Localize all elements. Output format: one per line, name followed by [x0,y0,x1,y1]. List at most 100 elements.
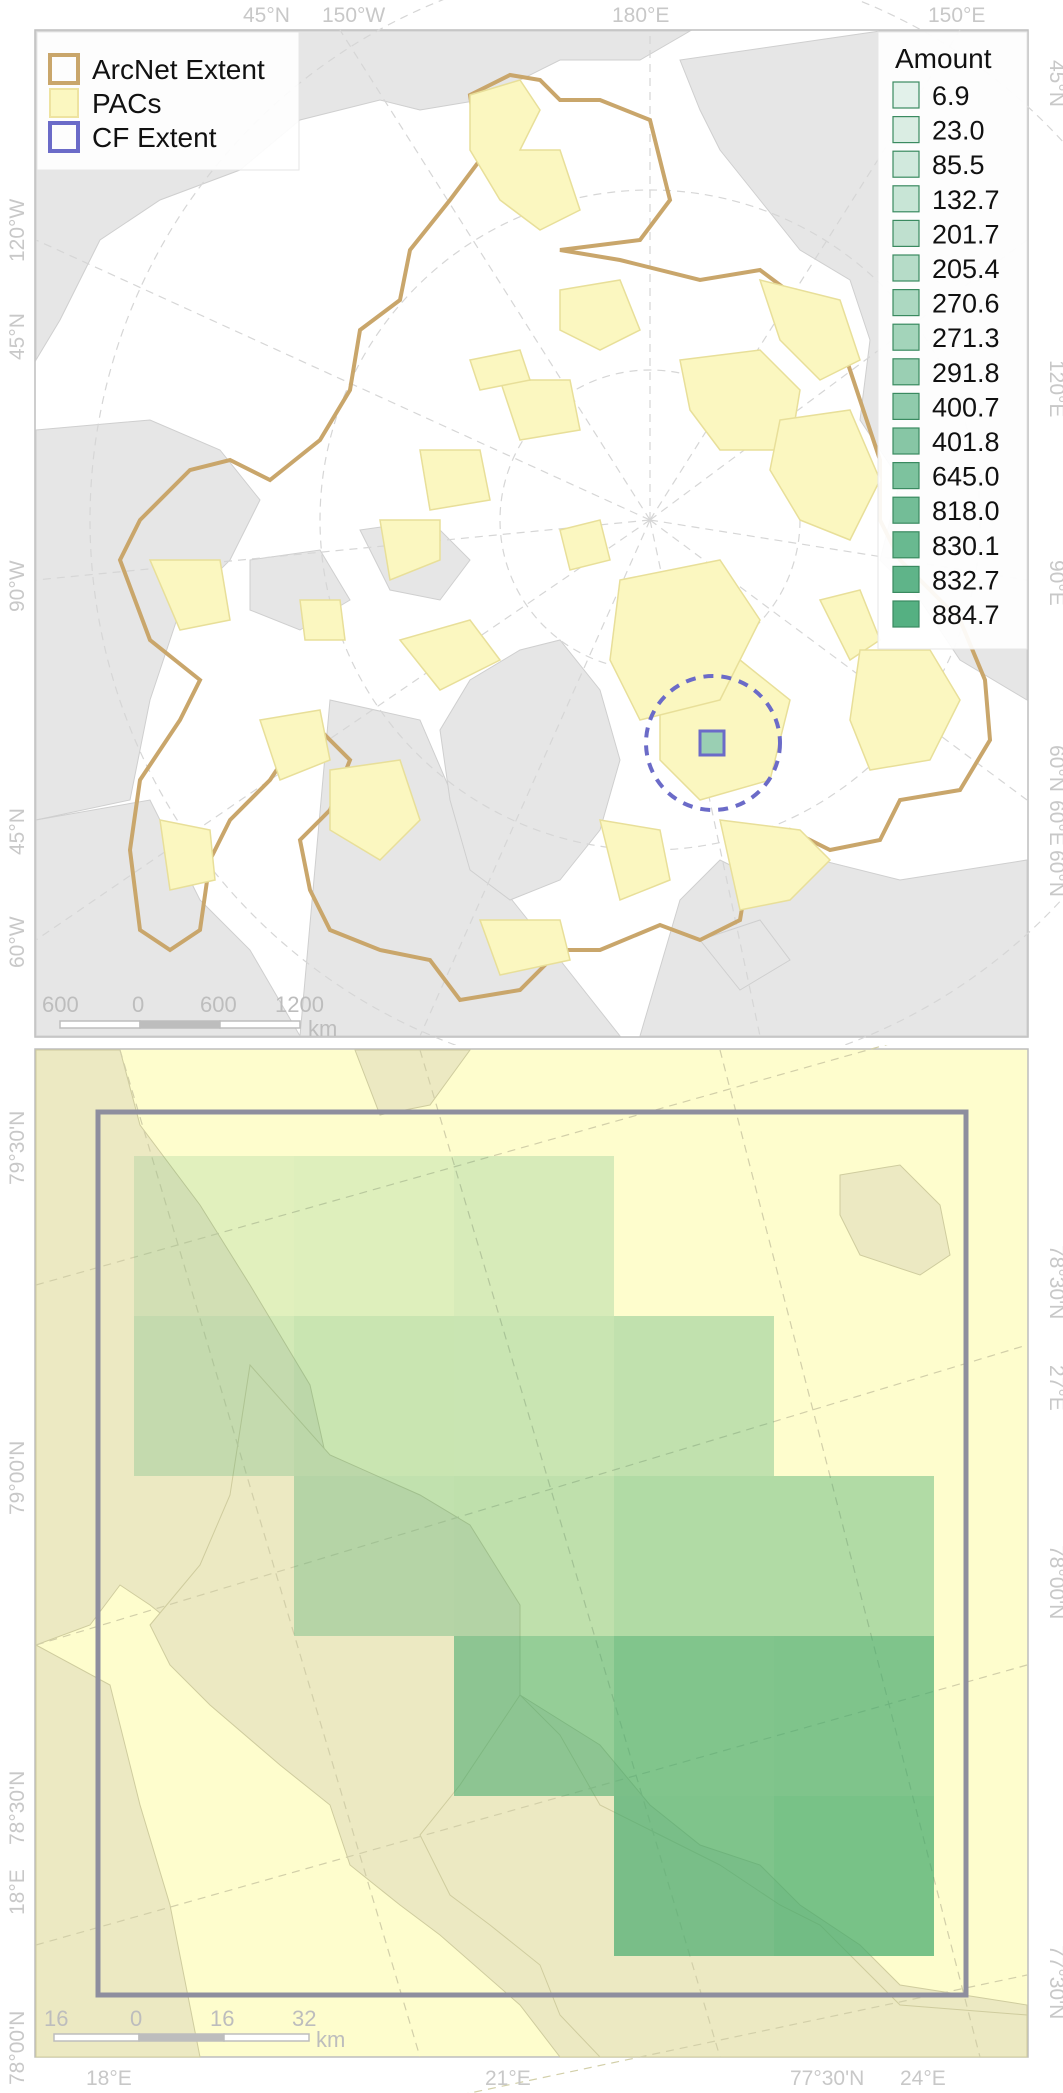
detail-graticule-labels: 79°30'N 79°00'N 78°30'N 18°E 78°00'N 78°… [6,1111,1063,2090]
cf-extent-circle [644,674,782,812]
grat-label: 79°30'N [6,1111,29,1185]
grat-label: 60°N [1045,745,1063,792]
amount-legend-label: 271.3 [932,323,1000,353]
grid-cell [774,1796,934,1956]
amount-legend-swatch [892,150,920,178]
amount-legend-swatch [892,427,920,455]
grid-cell [454,1476,614,1636]
grat-label: 45°N [6,313,29,360]
grat-label: 78°00'N [6,2011,29,2085]
scalebar-unit: km [316,2027,345,2052]
grid-cell [614,1796,774,1956]
amount-legend-swatch [892,115,920,144]
legend-pacs-swatch [49,88,79,118]
scalebar-tick: 600 [200,992,237,1017]
cf-detail-map[interactable]: 79°30'N 79°00'N 78°30'N 18°E 78°00'N 78°… [0,1045,1063,2093]
scalebar-tick: 32 [292,2006,316,2031]
scalebar-unit: km [308,1016,337,1041]
grid-cell [614,1636,774,1796]
amount-legend-label: 832.7 [932,565,1000,595]
legend-arcnet-label: ArcNet Extent [92,54,265,85]
scalebar: 600 0 600 1200 km [42,992,337,1041]
amount-grid [134,1156,934,1956]
graticule-labels: 45°N 150°W 180°E 150°E 120°W 45°N 45°N 1… [6,4,1063,968]
scalebar-tick: 0 [130,2006,142,2031]
grat-label: 120°W [6,199,29,262]
amount-legend-label: 400.7 [932,392,1000,422]
amount-legend-label: 401.8 [932,427,1000,457]
grid-cell [454,1636,614,1796]
land-iceland [699,919,791,991]
grid-cell [134,1156,294,1316]
grat-label: 77°30'N [1045,1945,1063,2019]
grat-label: 60°E [1045,800,1063,846]
arctic-overview-map[interactable]: ArcNet Extent PACs CF Extent Amount 6.9 2… [0,0,1063,1045]
amount-legend-swatch [892,289,920,317]
grid-cell [614,1476,774,1636]
cf-detail-svg: 79°30'N 79°00'N 78°30'N 18°E 78°00'N 78°… [6,1045,1063,2093]
grat-label: 150°E [928,4,985,27]
grat-label: 90°E [1045,560,1063,606]
grid-cell [774,1636,934,1796]
amount-legend-label: 6.9 [932,81,970,111]
amount-legend-swatch [892,358,920,386]
detail-scalebar: 16 0 16 32 km [44,2006,345,2052]
amount-legend-title: Amount [895,43,992,74]
grid-cell [294,1476,454,1636]
amount-legend-swatch [892,392,920,420]
amount-legend-swatch [892,81,920,109]
grat-label: 79°00'N [6,1441,29,1515]
grat-label: 24°E [900,2067,946,2090]
grid-cell [454,1316,614,1476]
amount-legend-swatch [892,254,920,282]
scalebar-tick: 16 [44,2006,68,2031]
amount-legend-label: 132.7 [932,185,1000,215]
scalebar-tick: 1200 [275,992,324,1017]
amount-legend: Amount 6.9 23.0 85.5 132.7 201.7 205.4 270.6 27… [877,31,1028,650]
grat-label: 18°E [86,2067,132,2090]
grid-cell [294,1156,454,1316]
amount-legend-label: 830.1 [932,531,1000,561]
grid-cell [134,1316,294,1476]
grid-cell [454,1156,614,1316]
grat-label: 45°N [243,4,290,27]
grat-label: 180°E [612,4,669,27]
grat-label: 27°E [1045,1365,1063,1411]
amount-legend-swatch [892,600,920,628]
land-south-lower-left [35,799,301,1037]
grat-label: 60°W [6,916,29,968]
grat-label: 18°E [6,1869,29,1915]
grat-label: 78°00'N [1045,1545,1063,1619]
land-greenland [439,639,621,901]
extent-legend: ArcNet Extent PACs CF Extent [36,31,300,171]
amount-legend-swatch [892,531,920,559]
amount-legend-label: 85.5 [932,150,985,180]
grat-label: 78°30'N [1045,1245,1063,1319]
amount-legend-label: 23.0 [932,116,985,146]
legend-cf-swatch [48,121,80,153]
scalebar-tick: 0 [132,992,144,1017]
arctic-overview-svg: ArcNet Extent PACs CF Extent Amount 6.9 2… [6,0,1063,1045]
grat-label: 90°W [6,560,29,612]
amount-legend-swatch [892,496,920,524]
scalebar-tick: 16 [210,2006,234,2031]
grat-label: 150°W [322,4,385,27]
extent-legend-box [36,31,300,171]
grat-label: 21°E [485,2067,531,2090]
cf-extent-rect [95,1109,969,1998]
amount-legend-label: 270.6 [932,289,1000,319]
pac-polygons [148,79,961,976]
amount-legend-swatch [892,323,920,351]
arcnet-extent-outline [117,72,993,1003]
grat-label: 120°E [1045,360,1063,417]
amount-legend-swatch [892,462,920,490]
amount-legend-label: 645.0 [932,462,1000,492]
grat-label: 77°30'N [790,2067,864,2090]
amount-legend-label: 884.7 [932,600,1000,630]
amount-legend-swatch [892,565,920,594]
grat-label: 60°N [1045,850,1063,897]
amount-legend-swatch [892,185,920,213]
amount-legend-swatch [892,219,920,247]
amount-legend-label: 291.8 [932,358,1000,388]
grid-cell [294,1316,454,1476]
